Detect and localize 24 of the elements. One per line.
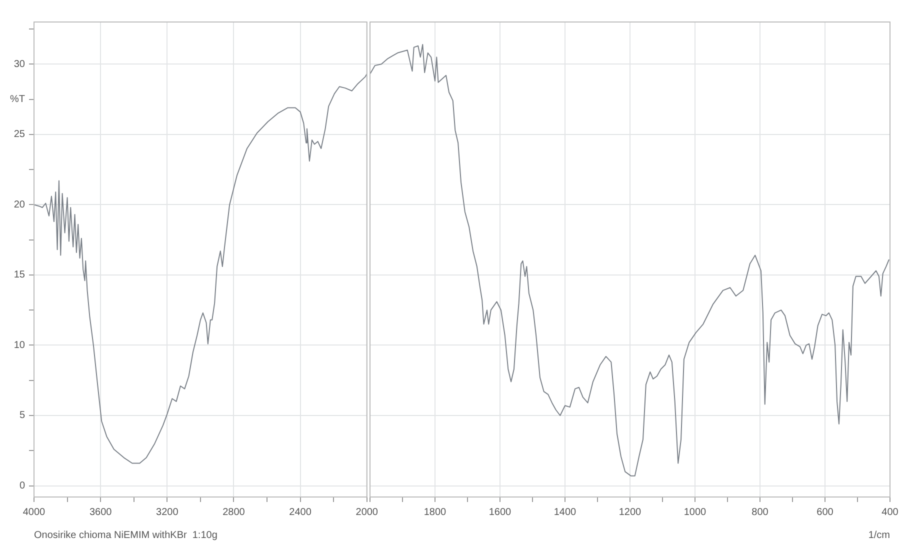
- text: Onosirike chioma NiEMIM withKBr 1:10g: [34, 530, 218, 541]
- y-tick-label: 10: [14, 340, 26, 351]
- x-tick-label: 4000: [22, 506, 46, 518]
- y-tick-label: 0: [19, 480, 26, 492]
- y-tick-label: %T: [10, 94, 25, 106]
- x-tick-label: 1600: [488, 506, 512, 518]
- y-tick-label: 30: [14, 58, 26, 70]
- x-tick-label: 3200: [156, 506, 179, 518]
- x-tick-label: 1400: [554, 506, 577, 518]
- y-tick-label: 15: [14, 270, 26, 281]
- x-tick-label: 800: [752, 506, 769, 518]
- x-tick-label: 600: [816, 506, 834, 518]
- x-tick-label: 3600: [89, 506, 112, 518]
- x-axis-title: 1/cm: [868, 530, 890, 541]
- y-tick-label: 5: [19, 410, 26, 422]
- x-tick-label: 1800: [424, 506, 447, 518]
- x-tick-label: 1000: [684, 506, 707, 518]
- x-tick-label: 1200: [618, 506, 642, 518]
- x-tick-label: 2000: [356, 506, 378, 518]
- x-tick-label: 400: [882, 506, 899, 518]
- y-tick-label: 25: [14, 129, 26, 140]
- x-tick-label: 2400: [289, 506, 312, 518]
- x-tick-label: 2800: [222, 506, 246, 518]
- y-tick-label: 20: [14, 199, 26, 210]
